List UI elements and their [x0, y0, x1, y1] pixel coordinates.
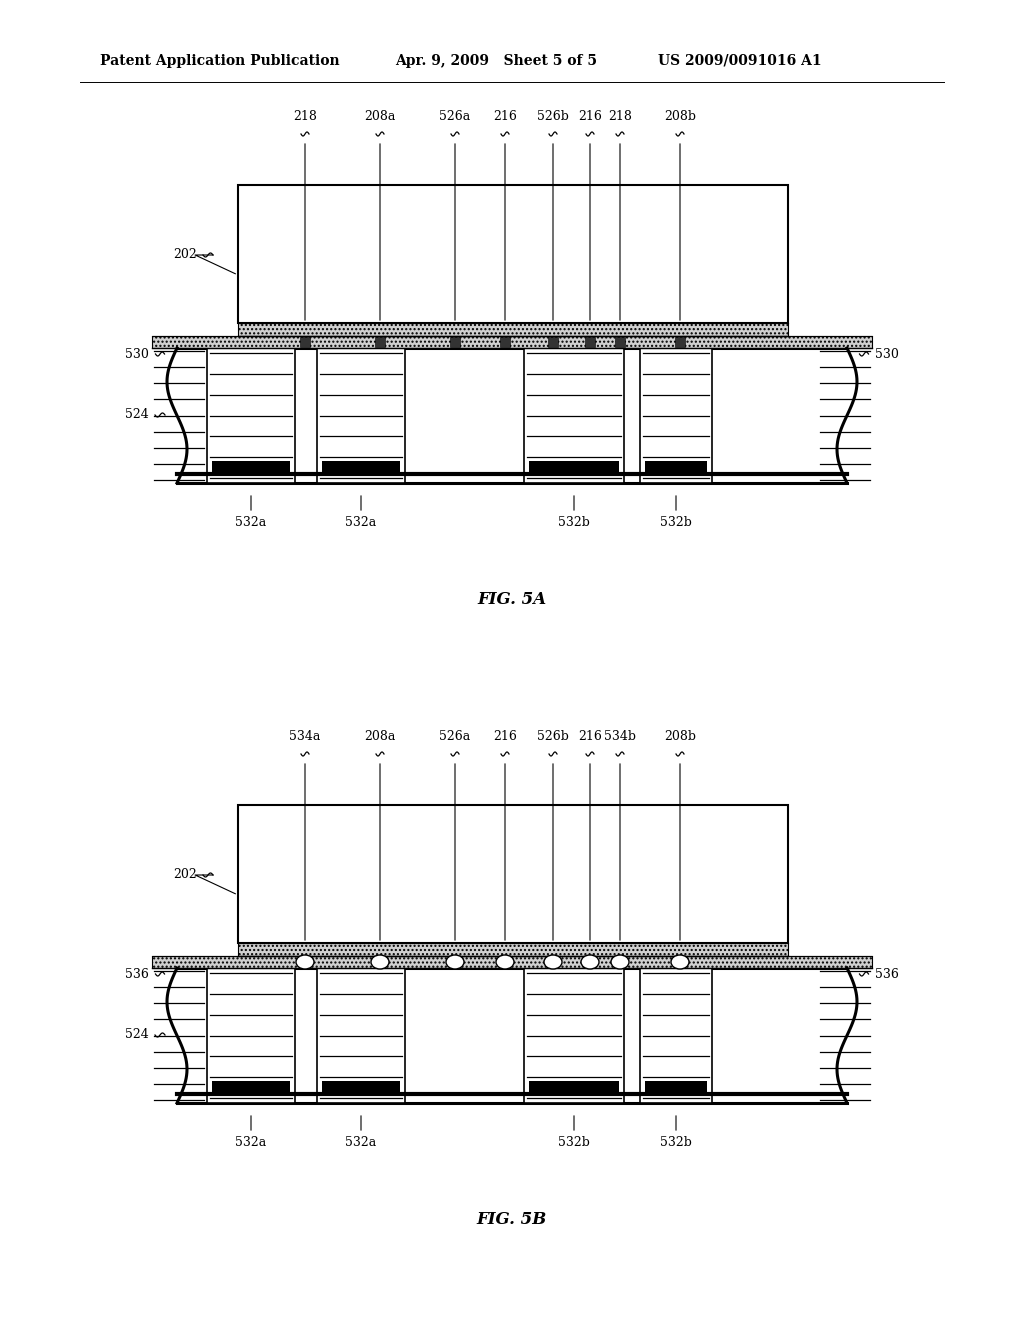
Text: FIG. 5A: FIG. 5A	[477, 591, 547, 609]
Text: Patent Application Publication: Patent Application Publication	[100, 54, 340, 69]
Text: 216: 216	[494, 730, 517, 743]
Text: 532b: 532b	[558, 516, 590, 529]
Bar	[317, 348, 406, 483]
Bar	[322, 461, 400, 473]
Ellipse shape	[296, 954, 314, 969]
Bar	[645, 1081, 707, 1092]
Ellipse shape	[544, 954, 562, 969]
Text: 532b: 532b	[558, 1137, 590, 1148]
Text: 526a: 526a	[439, 110, 471, 123]
Text: 534a: 534a	[290, 730, 321, 743]
Text: 208b: 208b	[664, 110, 696, 123]
Text: 216: 216	[579, 730, 602, 743]
Text: 530: 530	[874, 347, 899, 360]
Bar	[529, 1081, 618, 1092]
Text: 524: 524	[125, 1028, 150, 1041]
Bar	[207, 348, 295, 483]
Text: 526b: 526b	[537, 730, 569, 743]
Text: 536: 536	[874, 968, 899, 981]
Bar	[548, 337, 558, 347]
Text: 202: 202	[173, 869, 197, 882]
Ellipse shape	[496, 954, 514, 969]
Bar	[212, 461, 290, 473]
Text: 526a: 526a	[439, 730, 471, 743]
Text: 202: 202	[173, 248, 197, 261]
Bar	[675, 337, 685, 347]
Text: 524: 524	[125, 408, 150, 421]
Text: FIG. 5B: FIG. 5B	[477, 1212, 547, 1229]
Text: 532a: 532a	[236, 516, 266, 529]
Bar	[152, 956, 872, 968]
Bar	[524, 968, 624, 1104]
Text: 532b: 532b	[660, 516, 692, 529]
Bar	[317, 968, 406, 1104]
Text: US 2009/0091016 A1: US 2009/0091016 A1	[658, 54, 821, 69]
Ellipse shape	[611, 954, 629, 969]
Bar	[529, 461, 618, 473]
Text: 208a: 208a	[365, 110, 395, 123]
Ellipse shape	[446, 954, 464, 969]
Text: 536: 536	[125, 968, 150, 981]
Bar	[238, 805, 788, 942]
Text: 530: 530	[125, 347, 150, 360]
Bar	[640, 348, 712, 483]
Bar	[524, 348, 624, 483]
Ellipse shape	[581, 954, 599, 969]
Text: 532a: 532a	[345, 516, 377, 529]
Bar	[615, 337, 625, 347]
Bar	[322, 1081, 400, 1092]
Bar	[640, 968, 712, 1104]
Bar	[450, 337, 460, 347]
Text: 532a: 532a	[345, 1137, 377, 1148]
Text: 532b: 532b	[660, 1137, 692, 1148]
Text: 216: 216	[579, 110, 602, 123]
Bar	[212, 1081, 290, 1092]
Text: 208a: 208a	[365, 730, 395, 743]
Text: 532a: 532a	[236, 1137, 266, 1148]
Ellipse shape	[671, 954, 689, 969]
Bar	[238, 942, 788, 956]
Text: 526b: 526b	[537, 110, 569, 123]
Bar	[500, 337, 510, 347]
Bar	[238, 185, 788, 323]
Text: 218: 218	[293, 110, 317, 123]
Text: 216: 216	[494, 110, 517, 123]
Bar	[152, 337, 872, 348]
Bar	[645, 461, 707, 473]
Bar	[375, 337, 385, 347]
Text: 534b: 534b	[604, 730, 636, 743]
Bar	[585, 337, 595, 347]
Bar	[300, 337, 310, 347]
Text: 208b: 208b	[664, 730, 696, 743]
Bar	[207, 968, 295, 1104]
Text: 218: 218	[608, 110, 632, 123]
Bar	[238, 323, 788, 337]
Ellipse shape	[371, 954, 389, 969]
Text: Apr. 9, 2009   Sheet 5 of 5: Apr. 9, 2009 Sheet 5 of 5	[395, 54, 597, 69]
